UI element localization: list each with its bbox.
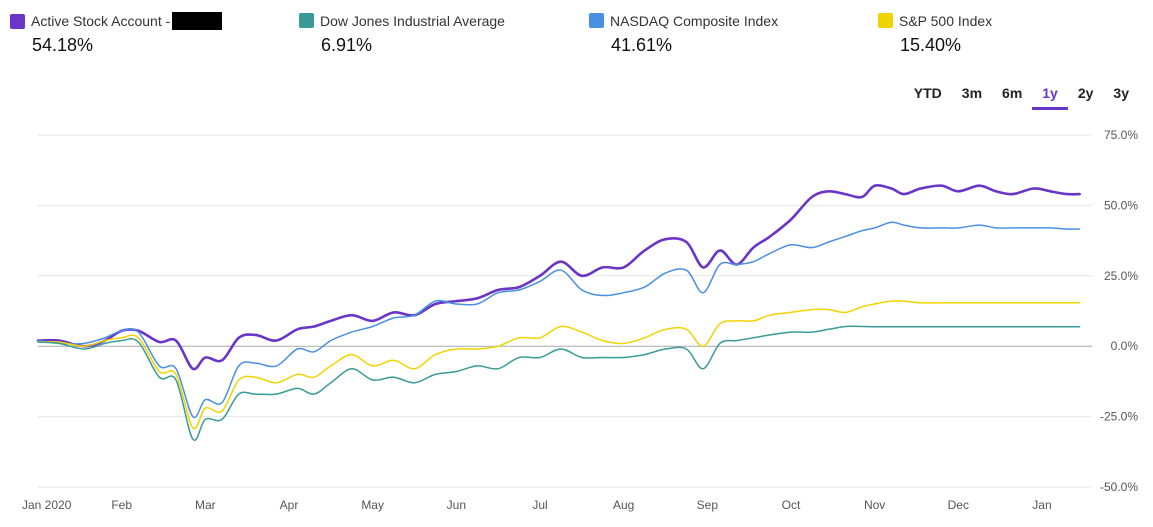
legend-swatch-nasdaq [589,13,604,29]
y-tick-label: -50.0% [1100,480,1138,494]
x-tick-label: Feb [111,498,132,512]
x-tick-label: Jan 2020 [22,498,72,512]
legend-value: 15.40% [900,35,962,55]
y-tick-label: 25.0% [1104,269,1138,283]
legend-name: NASDAQ Composite Index [610,12,779,29]
range-button-2y[interactable]: 2y [1077,85,1094,101]
y-tick-label: -25.0% [1100,410,1138,424]
legend-swatch-sp500 [878,13,893,29]
range-button-3y[interactable]: 3y [1113,85,1129,101]
legend: Active Stock Account - 54.18% Dow Jones … [0,12,1153,62]
legend-value: 41.61% [611,35,673,55]
y-tick-label: 50.0% [1104,198,1138,212]
time-range-selector: YTD 3m 6m 1y 2y 3y [904,83,1139,110]
x-tick-label: Nov [864,498,885,512]
legend-item-active-stock-account[interactable]: Active Stock Account - 54.18% [10,12,223,56]
legend-name: Dow Jones Industrial Average [320,12,505,29]
series-line-active-stock-account [36,184,1081,371]
range-button-3m[interactable]: 3m [961,85,983,101]
legend-name: S&P 500 Index [899,12,993,29]
series-line-nasdaq-composite-index [37,221,1081,419]
legend-swatch-dow [299,13,314,29]
legend-item-nasdaq[interactable]: NASDAQ Composite Index 41.61% [589,12,778,56]
series-line-dow-jones-industrial-average [37,325,1081,442]
legend-item-dow-jones[interactable]: Dow Jones Industrial Average 6.91% [299,12,505,56]
x-tick-label: Jul [532,498,547,512]
range-button-1y[interactable]: 1y [1032,83,1068,110]
range-button-ytd[interactable]: YTD [913,85,942,101]
y-tick-label: 75.0% [1104,128,1138,142]
x-tick-label: Oct [782,498,801,512]
x-tick-label: Aug [613,498,634,512]
x-tick-label: Mar [195,498,216,512]
x-tick-label: Sep [697,498,719,512]
y-tick-label: 0.0% [1111,339,1139,353]
legend-value: 6.91% [321,35,373,55]
legend-value: 54.18% [32,35,94,56]
x-tick-label: Jan [1032,498,1051,512]
legend-item-sp500[interactable]: S&P 500 Index 15.40% [878,12,992,56]
series-line-s-p-500-index [37,300,1081,430]
redacted-account-name [172,12,223,30]
x-tick-label: Apr [280,498,299,512]
legend-swatch-active [10,13,25,29]
x-tick-label: Dec [948,498,969,512]
x-tick-label: May [361,498,384,512]
range-button-6m[interactable]: 6m [1002,85,1023,101]
legend-name: Active Stock Account - [31,13,171,29]
x-tick-label: Jun [447,498,466,512]
